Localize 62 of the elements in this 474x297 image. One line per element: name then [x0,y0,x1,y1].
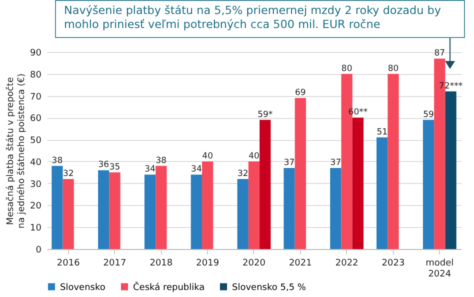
y-tick-label: 70 [30,92,42,102]
data-label: 36 [98,160,110,170]
data-label: 40 [202,151,213,162]
chart-title: Navýšenie platby štátu na 5,5% priemernej mzdy 2 roky dozadu by mohlo priniesť veľmi potrebných cca 500 mil. EUR ročne [55,0,465,38]
data-label: 87 [434,48,446,59]
y-tick-label: 50 [30,136,42,146]
data-label: 32 [62,168,74,179]
y-tick-label: 40 [30,158,42,168]
data-label: 34 [191,164,202,175]
data-label: 37 [330,158,342,168]
data-label: 80 [341,64,352,74]
data-label: 80 [388,64,399,74]
y-tick-label: 80 [30,70,42,80]
x-tick-label: 2023 [382,258,405,268]
x-tick-label: 2020 [242,258,266,268]
x-tick-label: 2022 [335,258,358,268]
x-tick-label: 2018 [150,258,173,268]
data-label: 51 [376,127,388,138]
x-tick-label: 2017 [103,258,126,268]
data-label: 37 [284,158,295,168]
bar [202,161,214,249]
legend-label: Slovensko 5,5 % [232,282,306,293]
bar [294,98,306,249]
bar [237,178,248,249]
data-label: 35 [109,162,120,172]
bar [445,91,456,249]
bar [422,120,434,249]
bar [352,118,364,249]
y-tick-label: 90 [30,48,42,58]
y-tick-label: 30 [30,180,42,190]
legend-label: Česká republika [133,280,205,293]
x-tick-label: model 2024 [426,258,454,280]
data-label: 59* [258,110,273,120]
data-label: 32 [237,168,248,179]
data-label: 34 [144,164,156,175]
bar [190,174,202,249]
y-tick-label: 0 [36,246,42,256]
bar [330,168,342,249]
bar [248,161,260,249]
bar [98,170,110,249]
bar [156,166,167,249]
x-tick-label: 2019 [196,258,220,268]
data-label: 38 [156,156,167,166]
bar [52,166,63,249]
y-tick-label: 20 [30,202,42,212]
data-label: 38 [52,156,63,166]
bar [376,137,388,249]
data-label: 40 [248,151,260,162]
x-tick-label: 2021 [288,258,312,268]
y-tick-label: 60 [30,114,42,124]
legend-label: Slovensko [60,282,106,293]
bar [144,174,156,249]
bar [284,168,295,249]
data-label: 59 [423,110,434,120]
bar [62,178,74,249]
bar [388,74,399,249]
data-label: 69 [295,88,306,98]
bar [260,120,271,249]
y-tick-label: 10 [30,224,42,234]
bar [109,172,120,249]
y-axis-title: Mesačná platba štátu v prepočte na jedného štátneho poistenca (€) [5,74,28,228]
x-tick-label: 2016 [56,258,80,268]
